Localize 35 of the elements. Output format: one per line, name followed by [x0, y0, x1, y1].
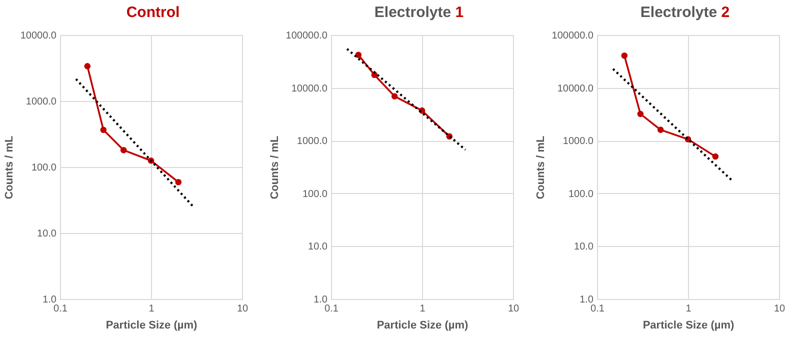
- y-tick-label: 1.0: [42, 294, 57, 306]
- y-axis-title: Counts / mL: [534, 135, 547, 200]
- y-tick-label: 100.0: [568, 188, 594, 200]
- x-tick-label: 1: [148, 304, 155, 314]
- x-axis-title: Particle Size (µm): [106, 320, 198, 332]
- x-axis-title: Particle Size (µm): [376, 320, 468, 332]
- chart-title: Control: [126, 4, 180, 21]
- y-tick-label: 10.0: [37, 228, 57, 240]
- x-tick-label: 0.1: [54, 304, 68, 314]
- y-axis-title: Counts / mL: [3, 135, 16, 200]
- chart-title: Electrolyte 2: [639, 3, 731, 23]
- y-tick-label: 1000.0: [296, 136, 328, 148]
- y-tick-label: 100.0: [302, 188, 328, 200]
- y-tick-label: 10.0: [574, 242, 594, 253]
- y-tick-label: 10000.0: [20, 30, 57, 42]
- x-axis-title: Particle Size (µm): [642, 320, 734, 332]
- y-axis-title: Counts / mL: [268, 135, 281, 200]
- x-tick-label: 0.1: [590, 304, 605, 314]
- y-tick-label: 10000.0: [557, 83, 594, 94]
- y-tick-label: 10.0: [308, 242, 328, 253]
- y-tick-label: 100000.0: [286, 30, 328, 42]
- y-tick-label: 100000.0: [552, 30, 594, 42]
- x-tick-label: 1: [420, 304, 426, 314]
- y-tick-label: 1.0: [580, 294, 594, 306]
- chart-title: Electrolyte 1: [373, 3, 465, 23]
- y-tick-label: 10000.0: [291, 83, 328, 94]
- x-tick-label: 10: [508, 304, 520, 314]
- x-tick-label: 0.1: [324, 304, 339, 314]
- x-tick-label: 10: [774, 304, 786, 314]
- y-tick-label: 1000.0: [26, 96, 57, 108]
- y-tick-label: 1.0: [314, 294, 328, 306]
- x-tick-label: 1: [686, 304, 692, 314]
- y-tick-label: 100.0: [31, 162, 57, 174]
- y-tick-label: 1000.0: [562, 136, 594, 148]
- x-tick-label: 10: [236, 304, 248, 314]
